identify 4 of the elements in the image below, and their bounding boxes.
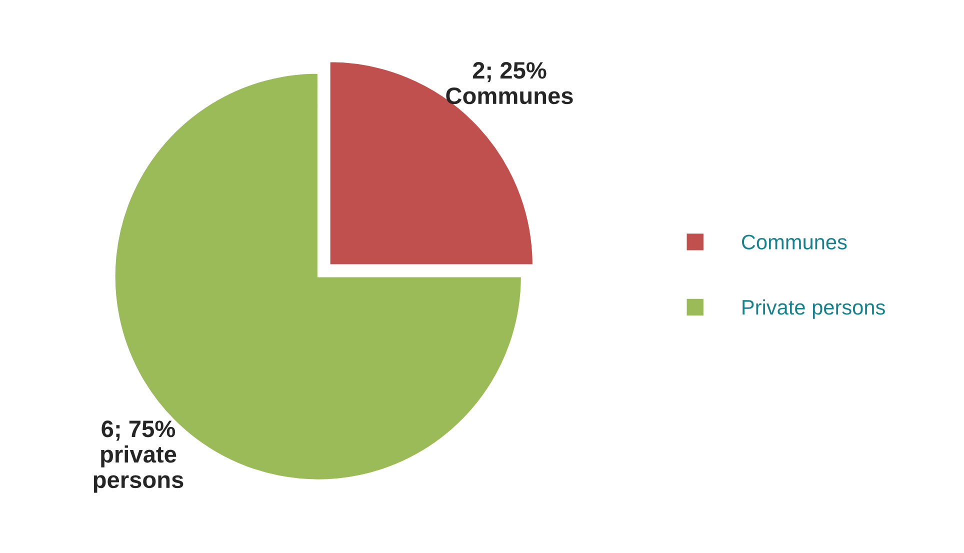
data-label: 6; 75% private persons bbox=[94, 420, 184, 493]
legend-label: Communes bbox=[742, 234, 847, 250]
data-label: 2; 25% Communes bbox=[446, 62, 573, 104]
legend-label: Private persons bbox=[742, 299, 885, 319]
